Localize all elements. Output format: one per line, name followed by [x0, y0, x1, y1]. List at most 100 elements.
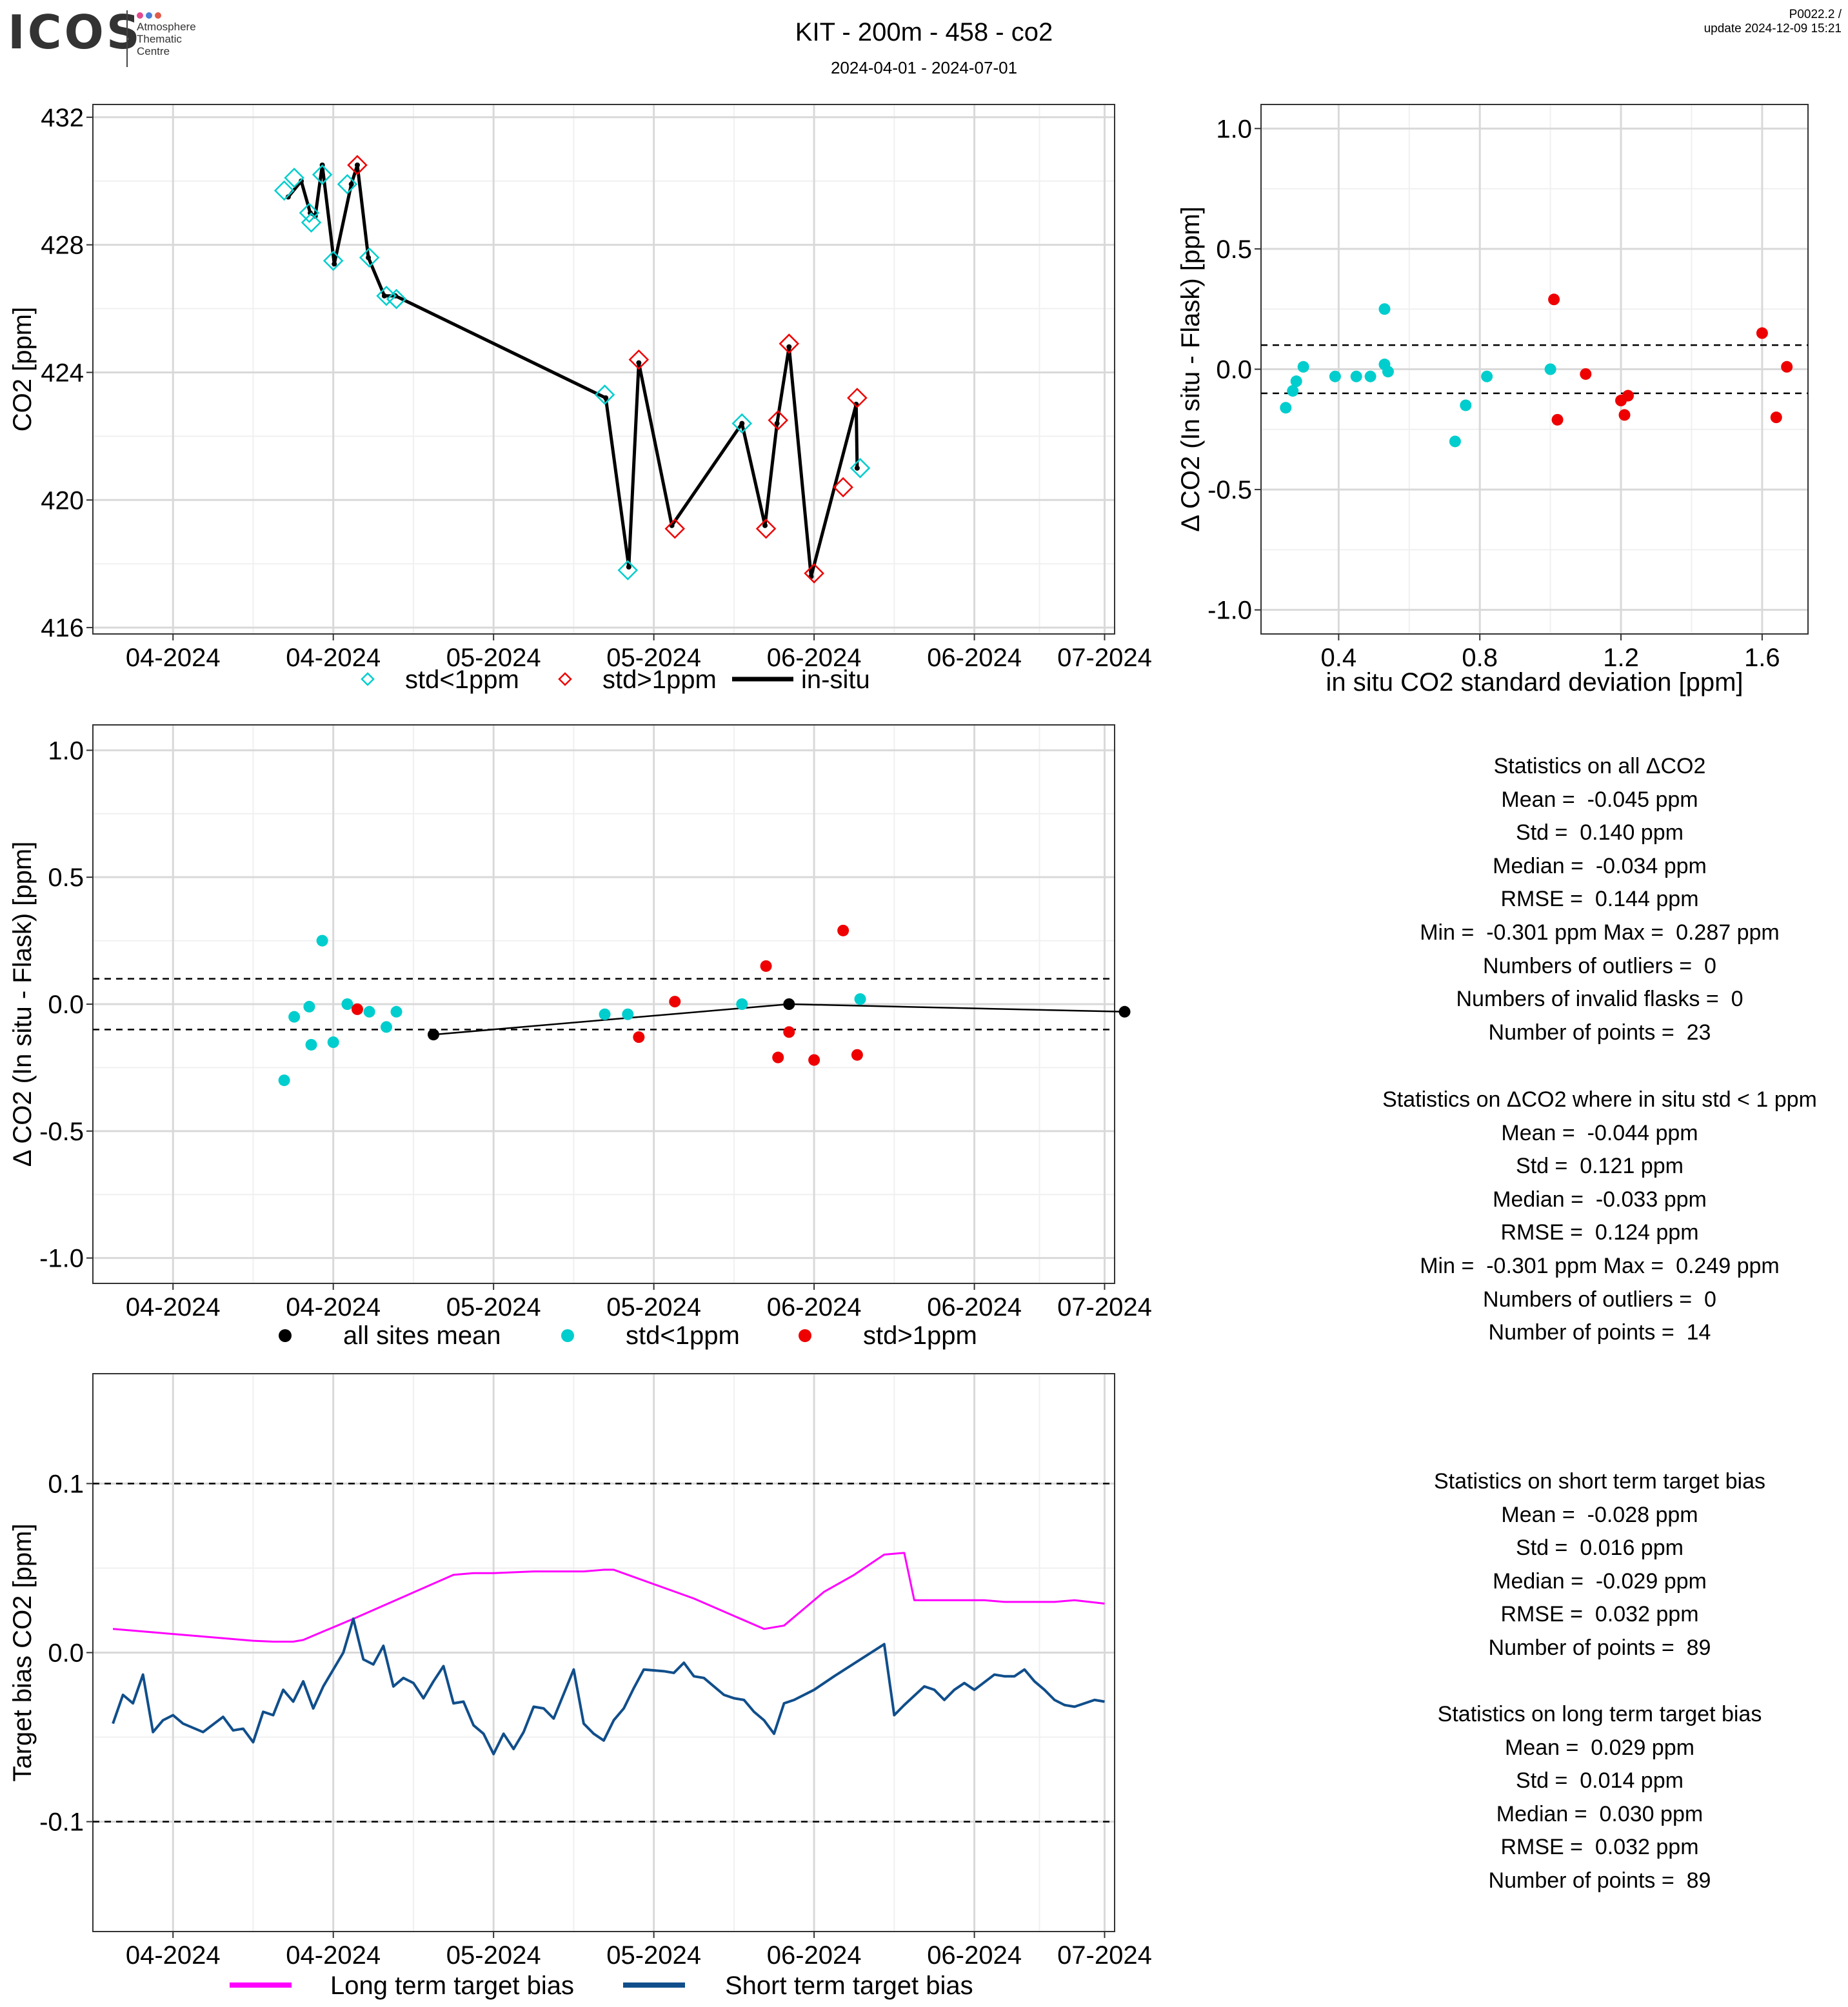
- x-tick-label: 04-2024: [286, 1293, 381, 1321]
- flask-std-high-point: [779, 333, 800, 354]
- stats-short-points: Number of points = 89: [1488, 1635, 1711, 1660]
- std-low-point: [316, 934, 328, 947]
- y-tick-label: 1.0: [1216, 115, 1252, 143]
- version-info: P0022.2 / update 2024-12-09 15:21: [1704, 8, 1842, 36]
- insitu-point: [854, 465, 860, 471]
- std-high-point: [1618, 409, 1631, 421]
- stats-short-title: Statistics on short term target bias: [1434, 1469, 1765, 1494]
- insitu-point: [366, 255, 372, 261]
- x-tick-label: 07-2024: [1057, 1293, 1152, 1321]
- flask-std-low-point: [301, 212, 322, 233]
- y-tick-label: 424: [41, 359, 84, 387]
- x-axis-label: in situ CO2 standard deviation [ppm]: [1326, 668, 1743, 697]
- flask-std-low-point: [376, 285, 397, 306]
- insitu-point: [786, 344, 792, 350]
- insitu-point: [636, 360, 642, 366]
- legend-std-low-marker: [561, 1329, 574, 1342]
- x-tick-label: 06-2024: [767, 1941, 862, 1970]
- stats-lowstd-median: Median = -0.033 ppm: [1493, 1187, 1707, 1212]
- x-tick-label: 04-2024: [126, 1293, 221, 1321]
- insitu-point: [332, 261, 337, 267]
- y-tick-label: 1.0: [48, 737, 84, 765]
- std-low-point: [1544, 363, 1556, 375]
- std-high-point: [1770, 411, 1782, 424]
- std-low-point: [1329, 370, 1341, 382]
- legend-mean-marker: [279, 1329, 292, 1342]
- legend-std-low-marker: [361, 672, 375, 686]
- x-tick-label: 05-2024: [446, 1293, 541, 1321]
- std-high-point: [808, 1054, 820, 1066]
- y-axis-label: CO2 [ppm]: [8, 307, 37, 431]
- stats-lowstd-panel: Statistics on ΔCO2 where in situ std < 1…: [1245, 1083, 1848, 1350]
- y-tick-label: 420: [41, 486, 84, 515]
- stats-long-panel: Statistics on long term target bias Mean…: [1245, 1698, 1848, 1898]
- stats-all-rmse: RMSE = 0.144 ppm: [1500, 887, 1699, 912]
- stats-all-minmax: Min = -0.301 ppm Max = 0.287 ppm: [1420, 920, 1780, 945]
- std-low-point: [622, 1008, 634, 1020]
- short-term-bias-line: [112, 1617, 1105, 1755]
- flask-std-high-point: [664, 519, 686, 539]
- flask-std-low-point: [617, 560, 639, 580]
- insitu-point: [348, 181, 354, 187]
- std-high-point: [1622, 390, 1634, 402]
- flask-std-low-point: [299, 203, 320, 223]
- plot-border: [92, 104, 1115, 635]
- icos-logo: ICOS: [8, 5, 143, 59]
- stats-short-median: Median = -0.029 ppm: [1493, 1568, 1707, 1594]
- y-tick-label: 0.1: [48, 1470, 84, 1498]
- x-tick-label: 06-2024: [927, 1941, 1022, 1970]
- stats-all-mean: Mean = -0.045 ppm: [1501, 787, 1698, 812]
- std-low-point: [390, 1005, 402, 1018]
- flask-std-high-point: [628, 349, 650, 370]
- std-high-point: [633, 1031, 645, 1043]
- insitu-point: [762, 522, 768, 528]
- all-sites-mean-point: [1118, 1005, 1131, 1018]
- x-tick-label: 06-2024: [767, 1293, 862, 1321]
- x-tick-label: 06-2024: [927, 644, 1022, 672]
- std-low-point: [288, 1011, 301, 1023]
- x-tick-label: 05-2024: [606, 1293, 701, 1321]
- y-tick-label: 0.0: [1216, 356, 1252, 384]
- y-tick-label: -0.1: [39, 1808, 84, 1837]
- version-label: P0022.2 /: [1789, 8, 1842, 21]
- stats-long-rmse: RMSE = 0.032 ppm: [1500, 1835, 1699, 1860]
- insitu-point: [739, 420, 745, 426]
- x-tick-label: 04-2024: [286, 1941, 381, 1970]
- update-timestamp: update 2024-12-09 15:21: [1704, 22, 1842, 35]
- flask-std-low-point: [323, 250, 344, 272]
- flask-std-low-point: [312, 164, 333, 185]
- x-tick-label: 1.2: [1603, 644, 1639, 672]
- long-term-bias-line: [112, 1552, 1105, 1643]
- stats-all-outliers: Numbers of outliers = 0: [1483, 953, 1716, 978]
- insitu-line: [286, 163, 859, 578]
- std-low-point: [1350, 370, 1362, 382]
- x-tick-label: 04-2024: [126, 644, 221, 672]
- flask-std-high-point: [833, 477, 853, 498]
- page-title: KIT - 200m - 458 - co2: [795, 18, 1053, 46]
- std-low-point: [305, 1038, 317, 1051]
- legend-std-high-label: std>1ppm: [863, 1321, 977, 1350]
- legend-std-high-marker: [558, 672, 572, 686]
- legend-long-term-label: Long term target bias: [330, 1972, 574, 2000]
- x-tick-label: 0.4: [1321, 644, 1357, 672]
- logo-subtitle-line: Atmosphere: [137, 21, 196, 33]
- std-high-point: [772, 1051, 784, 1063]
- std-low-point: [736, 998, 748, 1010]
- stats-all-points: Number of points = 23: [1488, 1020, 1711, 1045]
- x-tick-label: 05-2024: [606, 1941, 701, 1970]
- std-low-point: [1382, 366, 1394, 378]
- flask-std-low-point: [594, 384, 615, 405]
- x-tick-label: 0.8: [1462, 644, 1498, 672]
- y-tick-label: -1.0: [1207, 597, 1252, 625]
- std-low-point: [1460, 399, 1472, 411]
- stats-long-title: Statistics on long term target bias: [1437, 1702, 1762, 1726]
- stats-lowstd-mean: Mean = -0.044 ppm: [1501, 1120, 1698, 1145]
- stats-lowstd-outliers: Numbers of outliers = 0: [1483, 1287, 1716, 1312]
- stats-short-mean: Mean = -0.028 ppm: [1501, 1502, 1698, 1527]
- stats-long-std: Std = 0.014 ppm: [1516, 1768, 1684, 1794]
- x-tick-label: 05-2024: [606, 644, 701, 672]
- flask-std-high-point: [768, 410, 788, 431]
- y-axis-label: Target bias CO2 [ppm]: [8, 1523, 37, 1781]
- insitu-point: [626, 564, 631, 570]
